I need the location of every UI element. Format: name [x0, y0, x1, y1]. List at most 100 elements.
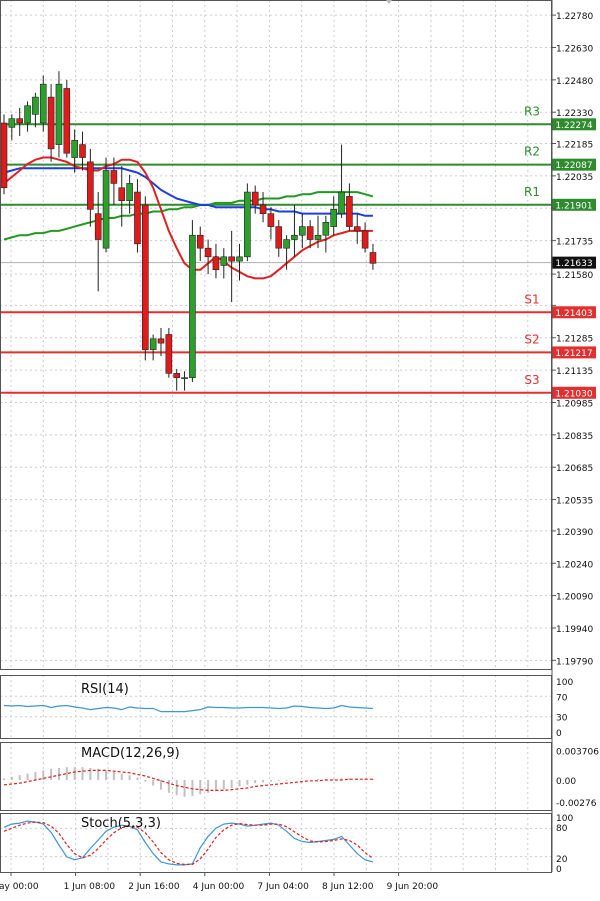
candle-body	[134, 191, 141, 245]
indicator-axis-label: -0.00276	[556, 799, 597, 809]
candle-body	[314, 234, 322, 240]
candle-body	[126, 183, 133, 202]
candle-body	[118, 187, 126, 202]
candlesticks	[0, 71, 377, 391]
candle-body	[244, 191, 251, 258]
time-label: ay 00:00	[0, 882, 39, 892]
level-price-text: 1.22087	[555, 161, 592, 171]
moving-averages	[3, 156, 374, 280]
candle-body	[16, 118, 24, 124]
candle-body	[322, 221, 330, 236]
level-price-tag	[552, 306, 596, 319]
level-price-tag	[552, 386, 596, 399]
axis-tick-label: 1.22480	[556, 77, 593, 87]
current-price-tag	[552, 256, 596, 269]
candle-body	[330, 209, 338, 227]
candle-body	[283, 239, 290, 249]
time-label: 1 Jun 08:00	[64, 882, 116, 892]
stoch-signal-line	[3, 821, 374, 865]
level-label-r2: R2	[524, 145, 540, 159]
current-price-text: 1.21633	[555, 259, 592, 269]
indicator-axis-label: 80	[556, 824, 568, 834]
candle-body	[142, 204, 149, 350]
axis-tick-label: 1.22780	[556, 12, 593, 22]
indicator-panels	[3, 704, 374, 866]
candle-body	[369, 252, 377, 264]
level-price-text: 1.21217	[555, 349, 592, 359]
candle-body	[55, 83, 63, 145]
candle-body	[8, 118, 16, 128]
time-label: 8 Jun 12:00	[322, 882, 374, 892]
indicator-axis-label: 0	[556, 729, 562, 739]
indicator-axis-label: 20	[556, 855, 568, 865]
indicator-axis-label: 70	[556, 693, 568, 703]
indicator-axis-label: 0	[556, 865, 562, 875]
axis-tick-label: 1.20835	[556, 432, 593, 442]
axis-tick-label: 1.20535	[556, 497, 593, 507]
axis-tick-label: 1.19940	[556, 625, 593, 635]
candle-body	[338, 191, 345, 214]
time-label: 2 Jun 16:00	[128, 882, 180, 892]
candle-body	[228, 256, 235, 262]
indicator-axis-label: 100	[556, 814, 573, 824]
candle-body	[71, 139, 78, 158]
candle-body	[165, 334, 173, 374]
time-axis: ay 00:00 1 Jun 08:00 2 Jun 16:00 4 Jun 00:0…	[0, 872, 438, 892]
level-label-s1: S1	[524, 292, 539, 306]
axis-tick-label: 1.20685	[556, 464, 593, 474]
axis-tick-label: 1.19790	[556, 657, 593, 667]
macd-title: MACD(12,26,9)	[81, 746, 180, 761]
ma-line-green	[3, 191, 374, 241]
candle-body	[149, 338, 157, 350]
candle-body	[236, 256, 243, 262]
stoch-title: Stoch(5,3,3)	[81, 816, 161, 831]
candle-body	[157, 338, 165, 344]
axis-tick-label: 1.21735	[556, 238, 593, 248]
indicator-axis-label: 0.003706	[556, 747, 599, 757]
candle-body	[251, 191, 259, 206]
level-label-r1: R1	[524, 185, 540, 199]
candle-body	[24, 105, 31, 124]
axis-tick-label: 1.22185	[556, 141, 593, 151]
axis-tick-label: 1.20985	[556, 399, 593, 409]
candle-body	[0, 122, 8, 189]
candle-body	[94, 213, 102, 240]
level-price-text: 1.21030	[555, 389, 592, 399]
candle-body	[212, 256, 220, 271]
level-price-text: 1.21403	[555, 309, 592, 319]
indicator-axis-label: 100	[556, 678, 573, 688]
ma-line-red	[3, 156, 373, 280]
candle-body	[79, 144, 86, 158]
level-price-tag	[552, 198, 596, 211]
macd-signal-line	[3, 769, 373, 791]
level-price-text: 1.22274	[555, 121, 592, 131]
candle-body	[291, 234, 298, 240]
indicator-axis-label: 0.00	[556, 777, 576, 787]
axis-tick-label: 1.20240	[556, 560, 593, 570]
level-price-text: 1.21901	[555, 201, 592, 211]
candle-body	[220, 256, 228, 266]
candle-body	[63, 88, 71, 154]
candle-body	[39, 83, 47, 124]
rsi-line	[3, 704, 373, 713]
rsi-title: RSI(14)	[81, 682, 129, 697]
candle-body	[275, 226, 283, 249]
candle-body	[102, 170, 110, 249]
axis-tick-label: 1.21580	[556, 271, 593, 281]
level-label-s2: S2	[524, 332, 539, 346]
candle-body	[196, 234, 204, 249]
candle-body	[306, 226, 314, 240]
candle-body	[32, 96, 39, 115]
axis-tick-label: 1.21285	[556, 335, 593, 345]
candle-body	[47, 96, 55, 150]
candle-body	[87, 161, 94, 210]
axis-tick-label: 1.22035	[556, 173, 593, 183]
panel-frames	[0, 0, 553, 873]
candle-body	[173, 373, 180, 378]
candle-body	[267, 213, 275, 227]
axis-tick-label: 1.21135	[556, 367, 593, 377]
pivot-levels: R3 1.22274 R2 1.22087 R1 1.21901 S1 1.21403 S2 1.…	[0, 104, 596, 399]
candle-body	[353, 226, 361, 232]
axis-tick-label: 1.20090	[556, 593, 593, 603]
